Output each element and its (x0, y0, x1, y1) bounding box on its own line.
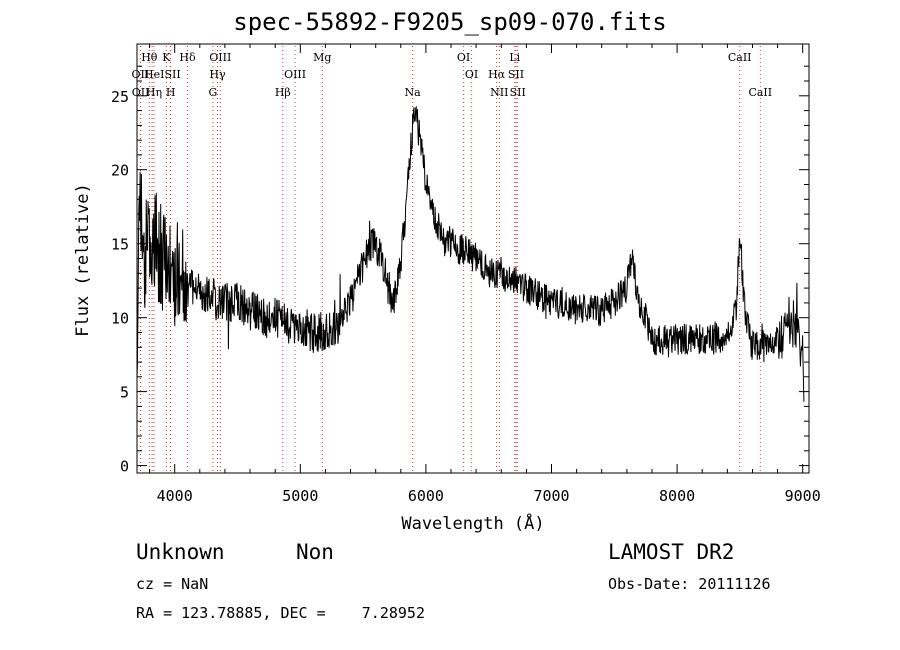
line-label: Hβ (275, 86, 291, 99)
line-label: ISII (160, 68, 181, 81)
x-tick-label: 4000 (157, 487, 193, 505)
coordinates: RA = 123.78885, DEC = 7.28952 (136, 604, 425, 622)
axis-ticks: 4000 5000 6000 7000 8000 9000 0 5 10 15 20 25 (111, 44, 821, 505)
x-tick-label: 8000 (659, 487, 695, 505)
line-label: Na (405, 86, 422, 99)
line-label: Hθ (141, 51, 158, 64)
line-label: OI (465, 68, 478, 81)
y-tick-label: 20 (111, 162, 129, 180)
object-class: Unknown (136, 540, 225, 564)
y-tick-label: 25 (111, 88, 129, 106)
y-tick-label: 5 (120, 384, 129, 402)
y-tick-label: 10 (111, 310, 129, 328)
line-label: NII (490, 86, 508, 99)
line-label: Mg (313, 51, 331, 64)
x-tick-label: 5000 (282, 487, 318, 505)
line-label: Hα (488, 68, 506, 81)
y-tick-label: 15 (111, 236, 129, 254)
line-label: OIII (284, 68, 306, 81)
line-label: Li (509, 51, 520, 64)
line-label: Hη (146, 86, 162, 99)
x-tick-label: 7000 (533, 487, 569, 505)
line-label: H (166, 86, 176, 99)
line-label: OII (132, 86, 150, 99)
chart-title: spec-55892-F9205_sp09-070.fits (233, 8, 667, 36)
object-subclass: Non (296, 540, 334, 564)
line-label: K (162, 51, 171, 64)
x-axis-label: Wavelength (Å) (401, 512, 544, 534)
line-label: SII (510, 86, 526, 99)
spectrum-line (136, 105, 805, 402)
line-label: Hδ (179, 51, 196, 64)
obs-date: Obs-Date: 20111126 (608, 575, 771, 593)
line-label: OIII (209, 51, 231, 64)
y-tick-label: 0 (120, 458, 129, 476)
y-axis-label: Flux (relative) (73, 183, 93, 337)
line-label: G (209, 86, 218, 99)
line-label: CaII (748, 86, 772, 99)
line-label: Hγ (209, 68, 226, 81)
x-tick-label: 9000 (785, 487, 821, 505)
redshift: cz = NaN (136, 575, 209, 593)
line-labels: OII OII Hθ He Hη K ISII H Hδ OIII Hγ G OIII Hβ Mg Na OI O… (132, 51, 773, 99)
line-label: CaII (728, 51, 752, 64)
survey-name: LAMOST DR2 (608, 540, 735, 564)
line-label: He (144, 68, 160, 81)
x-tick-label: 6000 (408, 487, 444, 505)
line-label: SII (508, 68, 524, 81)
line-markers (139, 46, 761, 472)
line-label: OI (457, 51, 470, 64)
line-label: OII (132, 68, 150, 81)
